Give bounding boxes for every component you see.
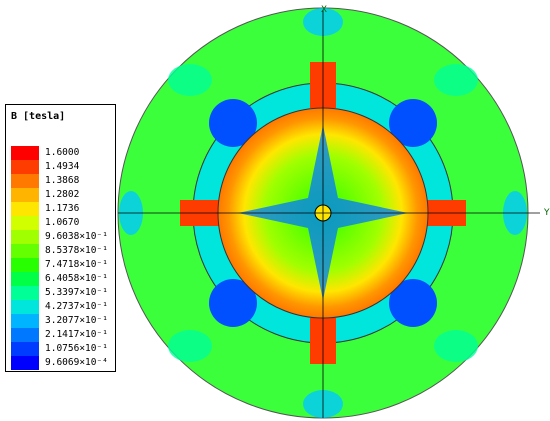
legend-swatch — [11, 300, 39, 314]
legend-swatch — [11, 188, 39, 202]
legend-swatch — [11, 342, 39, 356]
legend-swatch — [11, 258, 39, 272]
legend-swatch — [11, 160, 39, 174]
legend-swatch — [11, 216, 39, 230]
legend-title: B [tesla] — [11, 111, 66, 122]
legend-entry: 6.4058×10⁻¹ — [11, 272, 115, 288]
legend-label: 9.6069×10⁻⁴ — [45, 357, 108, 368]
legend-entry: 1.0756×10⁻¹ — [11, 342, 115, 358]
legend-label: 1.3868 — [45, 175, 80, 186]
legend-swatch — [11, 146, 39, 160]
legend-entry: 1.3868 — [11, 174, 115, 190]
legend-swatch — [11, 202, 39, 216]
legend-entry: 2.1417×10⁻¹ — [11, 328, 115, 344]
y-axis-label: Y — [543, 208, 550, 218]
legend-swatch — [11, 272, 39, 286]
legend-swatch — [11, 328, 39, 342]
legend-label: 5.3397×10⁻¹ — [45, 287, 108, 298]
legend-entry: 7.4718×10⁻¹ — [11, 258, 115, 274]
legend-label: 1.0756×10⁻¹ — [45, 343, 108, 354]
legend-entry: 9.6069×10⁻⁴ — [11, 356, 115, 372]
legend-swatch — [11, 244, 39, 258]
legend-entry: 1.0670 — [11, 216, 115, 232]
legend-label: 9.6038×10⁻¹ — [45, 231, 108, 242]
legend-label: 1.0670 — [45, 217, 80, 228]
legend-label: 1.2802 — [45, 189, 80, 200]
legend-label: 3.2077×10⁻¹ — [45, 315, 108, 326]
legend-swatch — [11, 230, 39, 244]
x-axis-label: X — [321, 5, 327, 15]
legend-label: 8.5378×10⁻¹ — [45, 245, 108, 256]
legend-swatch — [11, 356, 39, 370]
legend-entry: 5.3397×10⁻¹ — [11, 286, 115, 302]
legend-label: 7.4718×10⁻¹ — [45, 259, 108, 270]
legend-entry: 1.4934 — [11, 160, 115, 176]
legend-label: 1.4934 — [45, 161, 80, 172]
legend-label: 2.1417×10⁻¹ — [45, 329, 108, 340]
legend-entry: 1.1736 — [11, 202, 115, 218]
legend-swatch — [11, 286, 39, 300]
legend-entry: 8.5378×10⁻¹ — [11, 244, 115, 260]
legend-label: 6.4058×10⁻¹ — [45, 273, 108, 284]
legend-swatch — [11, 174, 39, 188]
legend: B [tesla] 1.6000 1.4934 1.3868 1.2802 1.1736… — [5, 104, 116, 372]
legend-entry: 1.6000 — [11, 146, 115, 162]
legend-label: 1.1736 — [45, 203, 80, 214]
legend-swatch — [11, 314, 39, 328]
legend-entry: 3.2077×10⁻¹ — [11, 314, 115, 330]
legend-entry: 4.2737×10⁻¹ — [11, 300, 115, 316]
legend-label: 1.6000 — [45, 147, 80, 158]
outer-spots — [119, 8, 527, 418]
legend-entry: 9.6038×10⁻¹ — [11, 230, 115, 246]
legend-entry: 1.2802 — [11, 188, 115, 204]
legend-label: 4.2737×10⁻¹ — [45, 301, 108, 312]
